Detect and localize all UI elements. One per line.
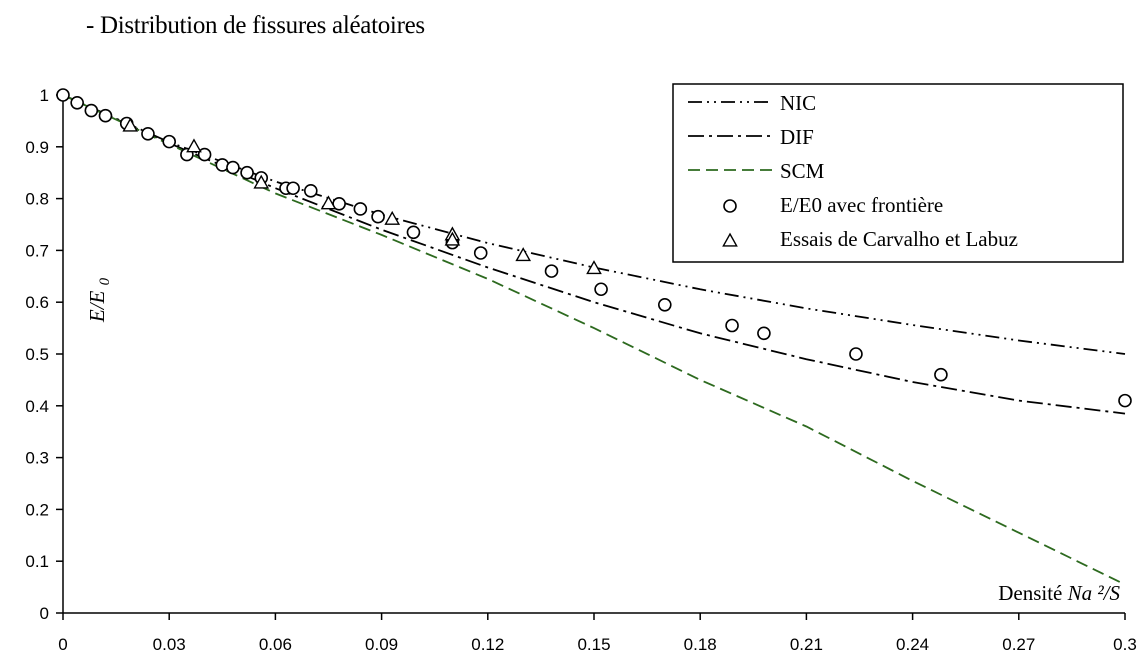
data-point-circle (544, 264, 559, 278)
data-point-circle (162, 134, 176, 149)
x-tick-label: 0 (58, 635, 67, 654)
data-point-circle (56, 88, 70, 102)
y-tick-label: 0 (40, 604, 49, 623)
y-axis-label: E/E 0 (85, 277, 113, 323)
legend-box (672, 83, 1124, 263)
data-point-triangle (515, 247, 532, 262)
x-tick-label: 0.21 (790, 635, 823, 654)
data-point-triangle (320, 195, 337, 210)
data-point-circle (70, 95, 84, 110)
data-point-circle (657, 297, 672, 312)
x-tick-label: 0.27 (1002, 635, 1035, 654)
data-point-circle (406, 225, 421, 240)
x-tick-label: 0.3 (1113, 635, 1137, 654)
data-point-circle (725, 318, 739, 333)
data-point-triangle (253, 174, 270, 189)
series-line-scm (62, 94, 1126, 586)
data-point-circle (934, 367, 948, 382)
data-point-circle (371, 209, 385, 224)
y-axis-label-sub: 0 (97, 277, 113, 285)
x-axis-label: Densité Na ²/S (998, 581, 1120, 605)
series-line-dif (62, 94, 1126, 415)
y-tick-label: 0.1 (25, 552, 49, 571)
x-tick-label: 0.15 (577, 635, 610, 654)
x-tick-label: 0.18 (684, 635, 717, 654)
legend-label: Essais de Carvalho et Labuz (780, 227, 1018, 251)
y-tick-label: 1 (40, 86, 49, 105)
legend-label: DIF (780, 125, 814, 149)
data-point-circle (286, 181, 300, 196)
data-point-circle (594, 282, 608, 297)
data-point-circle (141, 127, 155, 141)
data-point-circle (98, 108, 113, 123)
x-tick-label: 0.03 (153, 635, 186, 654)
data-point-circle (757, 326, 771, 341)
y-tick-label: 0.9 (25, 138, 49, 157)
legend-label: E/E0 avec frontière (780, 193, 943, 217)
series-line-nic (62, 94, 1126, 355)
y-axis-label-main: E/E (85, 285, 109, 323)
data-point-circle (849, 347, 863, 361)
data-point-circle (353, 202, 368, 216)
legend-marker-circle (723, 199, 737, 213)
x-tick-label: 0.09 (365, 635, 398, 654)
y-tick-label: 0.7 (25, 241, 49, 260)
data-point-triangle (586, 260, 602, 275)
y-tick-label: 0.3 (25, 449, 49, 468)
data-point-triangle (186, 138, 202, 153)
legend-marker-triangle (722, 232, 738, 247)
y-tick-label: 0.8 (25, 190, 49, 209)
data-point-circle (226, 160, 240, 175)
data-point-triangle (122, 117, 139, 132)
y-tick-label: 0.4 (25, 397, 49, 416)
data-point-circle (240, 165, 254, 180)
data-point-circle (1118, 393, 1132, 408)
y-tick-label: 0.2 (25, 500, 49, 519)
data-point-circle (473, 246, 488, 260)
y-tick-label: 0.5 (25, 345, 49, 364)
data-point-circle (303, 184, 318, 198)
x-axis-label-text: Densité (998, 581, 1067, 605)
legend-label: NIC (780, 91, 816, 115)
x-tick-label: 0.12 (471, 635, 504, 654)
data-point-circle (84, 103, 99, 118)
data-point-circle (197, 147, 212, 162)
x-tick-label: 0.24 (896, 635, 929, 654)
data-point-triangle (384, 210, 401, 225)
data-point-triangle (444, 231, 461, 246)
page-title: - Distribution de fissures aléatoires (86, 12, 425, 39)
y-tick-label: 0.6 (25, 293, 49, 312)
legend-label: SCM (780, 159, 825, 183)
x-axis-label-math: Na ²/S (1067, 581, 1121, 605)
x-tick-label: 0.06 (259, 635, 292, 654)
